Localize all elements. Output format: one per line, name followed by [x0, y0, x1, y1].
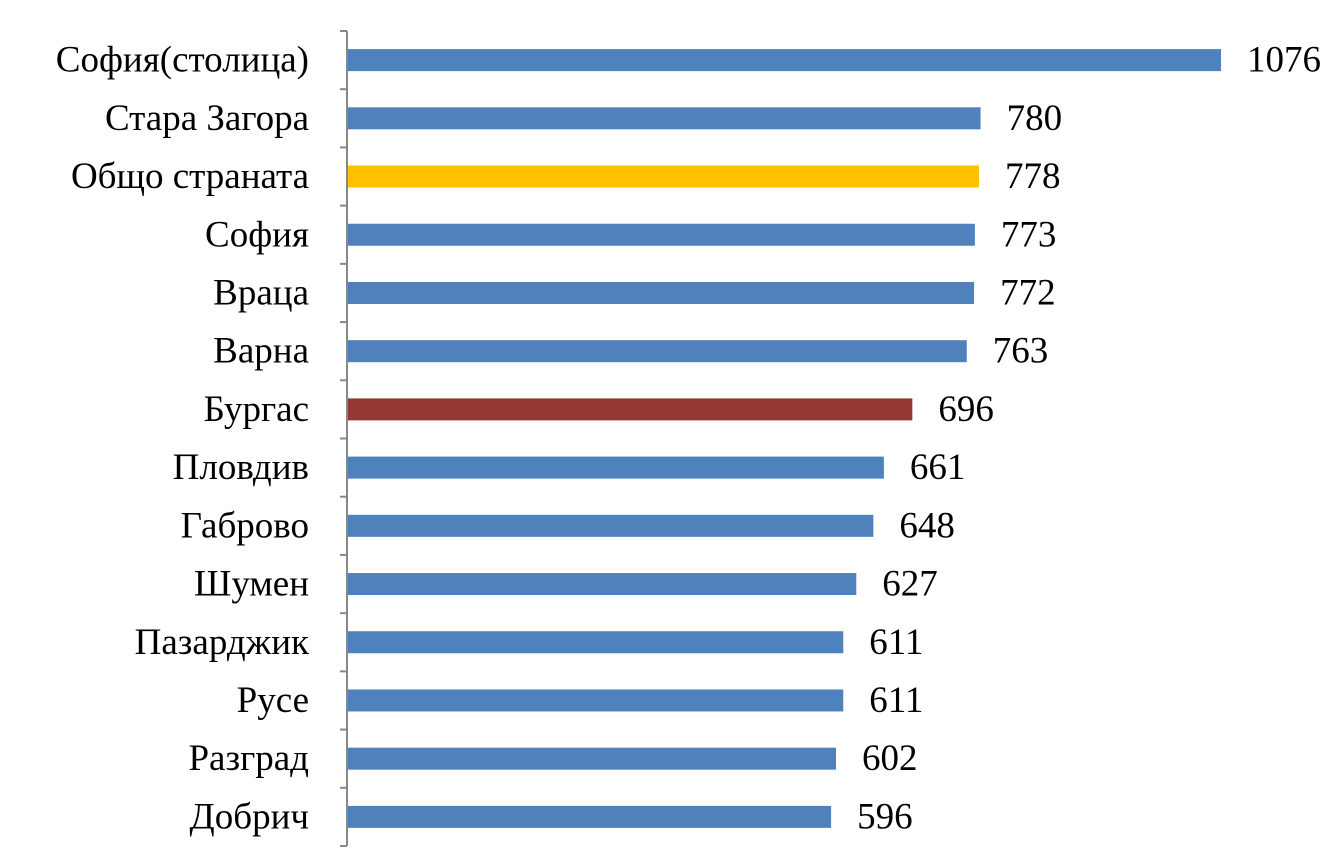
data-label: 696	[938, 389, 994, 430]
data-label: 602	[862, 738, 918, 779]
data-label: 1076	[1247, 40, 1321, 81]
category-tick-label: Габрово	[181, 505, 309, 546]
bar	[347, 281, 975, 304]
bar	[347, 631, 844, 654]
category-tick-label: Пазарджик	[135, 622, 310, 663]
bars-layer	[347, 49, 1221, 828]
category-tick-label: Шумен	[194, 564, 309, 605]
data-label: 763	[993, 331, 1049, 372]
category-tick-label: Добрич	[190, 796, 309, 837]
category-tick-label: София(столица)	[56, 40, 309, 81]
data-label: 773	[1001, 214, 1056, 255]
bar	[347, 223, 975, 246]
data-label: 772	[1000, 272, 1055, 313]
category-tick-label: Бургас	[204, 389, 309, 430]
bar	[347, 398, 913, 421]
data-label: 648	[899, 505, 955, 546]
labels-layer: София(столица) 1076 Стара Загора 780 Общо ст…	[56, 40, 1321, 838]
bar	[347, 107, 981, 130]
data-label: 596	[857, 796, 913, 837]
bar	[347, 340, 967, 363]
bar	[347, 514, 874, 537]
category-axis	[340, 30, 348, 847]
bar	[347, 49, 1221, 72]
data-label: 627	[882, 564, 938, 605]
category-tick-label: Русе	[237, 680, 309, 721]
data-label: 661	[910, 447, 966, 488]
data-label: 611	[869, 680, 923, 721]
data-label: 778	[1005, 156, 1061, 197]
category-tick-label: Стара Загора	[105, 98, 309, 139]
data-label: 611	[869, 622, 923, 663]
data-label: 780	[1007, 98, 1063, 139]
bar	[347, 165, 979, 188]
category-tick-label: Варна	[213, 331, 309, 372]
bar	[347, 747, 836, 770]
category-tick-label: Разград	[188, 738, 309, 779]
bar	[347, 456, 884, 479]
category-tick-label: Общо страната	[71, 156, 309, 197]
category-tick-label: Враца	[213, 272, 309, 313]
bar	[347, 573, 857, 596]
bar	[347, 689, 844, 712]
category-tick-label: София	[205, 214, 309, 255]
category-tick-label: Пловдив	[173, 447, 309, 488]
bar	[347, 805, 832, 828]
